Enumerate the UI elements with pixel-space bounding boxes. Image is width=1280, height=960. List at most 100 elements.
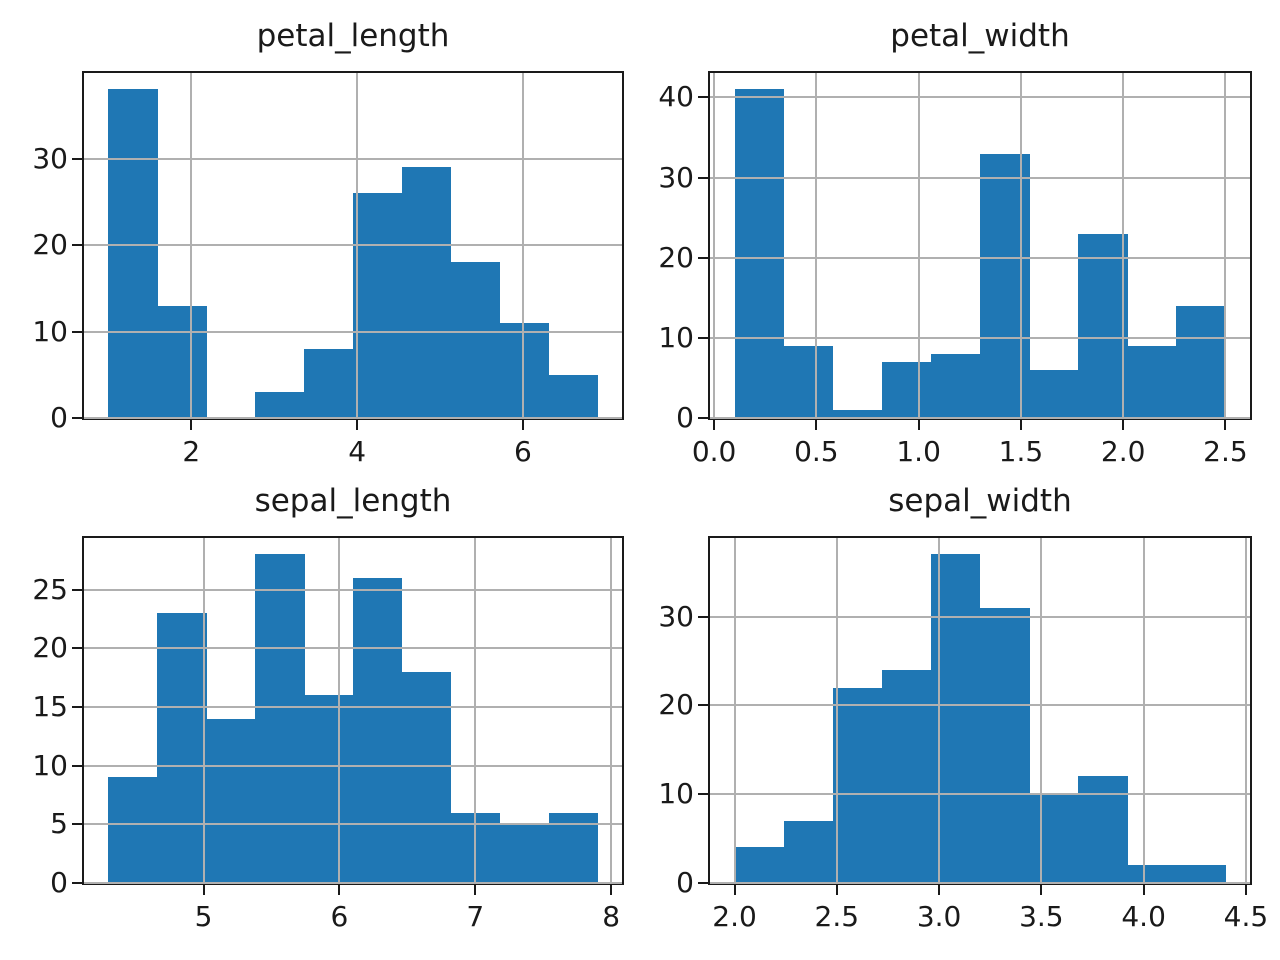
x-gridline [733, 538, 736, 883]
y-tick-mark [72, 417, 82, 419]
histogram-bar [1127, 345, 1177, 418]
histogram-bar [499, 322, 550, 418]
histogram-bar [157, 305, 207, 418]
y-tick-label: 30 [32, 141, 68, 175]
y-tick-label: 10 [32, 314, 68, 348]
x-tick-mark [1244, 885, 1247, 895]
y-tick-mark [72, 705, 82, 708]
x-tick-label: 2 [182, 435, 201, 468]
x-tick-label: 6 [514, 435, 532, 468]
y-tick-label: 10 [658, 320, 694, 354]
subplot-title: petal_width [890, 18, 1070, 54]
x-tick-mark [1019, 420, 1022, 430]
histogram-bar [881, 361, 932, 418]
x-tick-mark [1224, 420, 1227, 430]
y-tick-label: 0 [676, 401, 694, 434]
x-gridline [1142, 538, 1145, 883]
histogram-bar [1176, 305, 1226, 418]
x-tick-label: 1.0 [896, 435, 941, 468]
y-tick-label: 30 [658, 160, 694, 194]
histogram-bar [832, 410, 883, 418]
y-tick-mark [72, 330, 82, 333]
y-tick-mark [72, 157, 82, 160]
y-tick-mark [72, 244, 82, 247]
x-tick-mark [1122, 420, 1125, 430]
y-tick-mark [72, 764, 82, 767]
y-tick-mark [72, 588, 82, 591]
x-gridline [815, 73, 818, 418]
x-tick-label: 3.0 [916, 900, 962, 933]
plot-area: petal_length 2 4 6 0 10 20 30 [32, 18, 624, 468]
x-tick-label: 4.5 [1223, 900, 1269, 933]
histogram-bar [304, 695, 354, 883]
x-tick-label: 2.5 [814, 900, 860, 933]
x-tick-label: 8 [602, 900, 621, 933]
histogram-bar [1029, 369, 1079, 418]
x-tick-label: 0.0 [691, 435, 737, 468]
histogram-bar [734, 89, 785, 418]
histogram-bar [1078, 233, 1128, 418]
histogram-bar [783, 345, 834, 418]
histogram-bar [353, 193, 403, 418]
histogram-bar [108, 777, 158, 883]
y-gridline [710, 417, 1250, 419]
y-tick-label: 10 [32, 748, 68, 782]
y-gridline [710, 882, 1250, 884]
x-tick-label: 2.0 [712, 900, 757, 933]
plot-area: sepal_length 5 6 7 8 0 5 10 15 20 25 [32, 483, 624, 933]
x-gridline [610, 538, 613, 883]
y-gridline [84, 764, 622, 767]
x-tick-label: 1.5 [998, 435, 1044, 468]
y-tick-mark [72, 882, 82, 884]
y-tick-label: 10 [658, 777, 694, 811]
y-tick-label: 0 [676, 866, 694, 899]
x-gridline [713, 73, 716, 418]
y-tick-label: 25 [32, 572, 68, 606]
y-gridline [84, 647, 622, 650]
y-tick-mark [698, 256, 708, 259]
histogram-bar [108, 89, 158, 418]
x-gridline [1244, 538, 1247, 883]
x-gridline [1122, 73, 1125, 418]
histogram-bar [980, 607, 1030, 883]
subplot-title: sepal_width [888, 483, 1072, 519]
plot-area: petal_width 0.0 0.5 1.0 1.5 2.0 2.5 0 10 20 30 40 [658, 18, 1252, 468]
x-tick-mark [938, 885, 941, 895]
histogram-bar [980, 153, 1030, 418]
x-tick-mark [338, 885, 341, 895]
y-gridline [84, 823, 622, 826]
plot-area: sepal_width 2.0 2.5 3.0 3.5 4.0 4.5 0 10 20 30 [658, 483, 1268, 933]
y-gridline [84, 244, 622, 247]
y-gridline [84, 417, 622, 419]
y-tick-label: 0 [50, 401, 68, 434]
y-tick-label: 40 [658, 80, 694, 114]
y-tick-mark [72, 823, 82, 826]
histogram-bar [881, 669, 932, 883]
y-tick-label: 30 [658, 599, 694, 633]
y-tick-label: 20 [658, 688, 694, 722]
y-gridline [84, 882, 622, 884]
y-gridline [710, 256, 1250, 259]
y-gridline [84, 588, 622, 591]
y-gridline [710, 615, 1250, 618]
y-tick-mark [698, 417, 708, 419]
x-tick-mark [521, 420, 524, 430]
x-tick-label: 6 [330, 900, 349, 933]
x-gridline [1040, 538, 1043, 883]
y-gridline [710, 793, 1250, 796]
x-tick-mark [835, 885, 838, 895]
histogram-bar [206, 718, 256, 883]
x-tick-label: 5 [194, 900, 213, 933]
x-tick-mark [1040, 885, 1043, 895]
histogram-bar [401, 167, 452, 418]
x-tick-mark [713, 420, 716, 430]
y-gridline [84, 705, 622, 708]
histogram-bar [734, 847, 785, 883]
x-gridline [474, 538, 477, 883]
x-tick-mark [474, 885, 477, 895]
y-tick-mark [72, 647, 82, 650]
histogram-bar [157, 613, 207, 883]
x-tick-mark [202, 885, 205, 895]
histogram-bar [450, 262, 501, 418]
